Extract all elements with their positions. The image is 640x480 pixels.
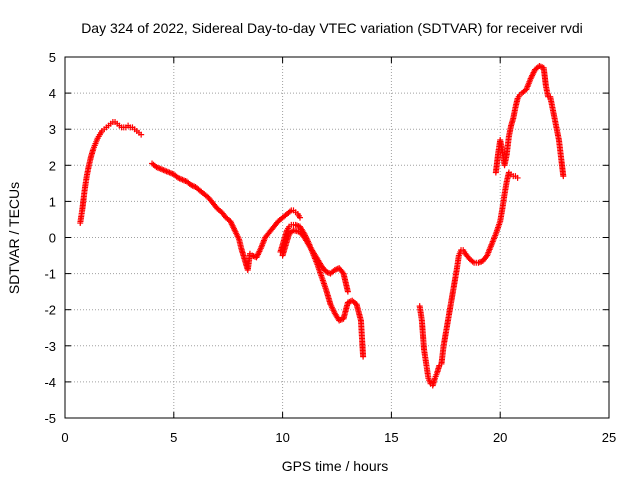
data-point-marker xyxy=(138,131,145,138)
data-point-marker xyxy=(360,353,367,360)
y-tick-label: 2 xyxy=(49,158,56,173)
y-tick-label: 0 xyxy=(49,231,56,246)
y-tick-label: -4 xyxy=(44,375,56,390)
data-point-marker xyxy=(344,288,351,295)
x-tick-label: 10 xyxy=(275,430,289,445)
data-point-marker xyxy=(560,173,567,180)
x-axis-label: GPS time / hours xyxy=(282,458,389,474)
data-points xyxy=(77,63,567,389)
y-tick-label: -2 xyxy=(44,303,56,318)
data-series xyxy=(277,221,367,360)
data-series xyxy=(149,160,304,273)
x-tick-label: 15 xyxy=(384,430,398,445)
data-point-marker xyxy=(297,214,304,221)
axis-ticks: 0 5 10 15 20 25 -5 -4 -3 -2 -1 0 1 2 3 4 5 xyxy=(44,50,616,445)
data-series xyxy=(492,63,567,180)
y-tick-label: -5 xyxy=(44,411,56,426)
y-tick-label: -1 xyxy=(44,267,56,282)
data-series xyxy=(279,227,351,295)
y-tick-label: 3 xyxy=(49,122,56,137)
y-axis-label: SDTVAR / TECUs xyxy=(6,182,22,294)
chart-title: Day 324 of 2022, Sidereal Day-to-day VTE… xyxy=(81,20,583,36)
y-tick-label: 5 xyxy=(49,50,56,65)
y-tick-label: 4 xyxy=(49,86,56,101)
x-tick-label: 5 xyxy=(170,430,177,445)
data-point-marker xyxy=(514,174,521,181)
x-tick-label: 25 xyxy=(602,430,616,445)
x-tick-label: 20 xyxy=(493,430,507,445)
x-tick-label: 0 xyxy=(61,430,68,445)
data-series xyxy=(77,118,145,227)
data-series xyxy=(416,169,521,389)
y-tick-label: -3 xyxy=(44,339,56,354)
y-tick-label: 1 xyxy=(49,194,56,209)
